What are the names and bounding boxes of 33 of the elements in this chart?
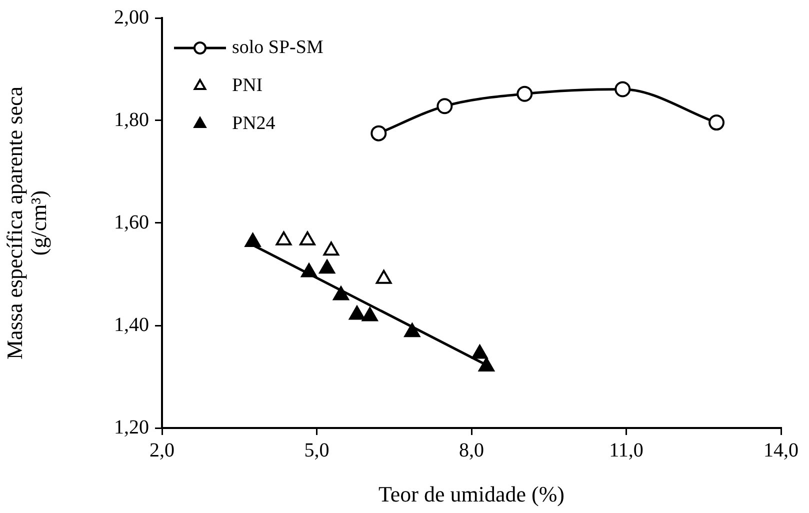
point <box>349 306 365 320</box>
x-tick-label: 11,0 <box>609 439 644 462</box>
point <box>300 231 316 246</box>
point <box>244 232 261 247</box>
point <box>376 270 392 284</box>
y-tick-label: 1,40 <box>114 314 149 336</box>
x-tick-label: 8,0 <box>459 439 484 462</box>
point <box>404 323 420 338</box>
legend-label: PN24 <box>232 112 276 134</box>
point <box>516 86 533 102</box>
y-tick-label: 2,00 <box>114 6 149 28</box>
point <box>370 125 387 142</box>
x-tick-label: 2,0 <box>150 439 174 462</box>
legend-label: PNI <box>232 74 263 96</box>
point <box>614 81 631 98</box>
point <box>436 98 453 114</box>
y-tick-label: 1,80 <box>114 108 149 131</box>
point <box>478 358 494 372</box>
point <box>323 242 340 256</box>
point <box>301 263 317 278</box>
point <box>276 231 292 246</box>
y-tick-label: 1,20 <box>114 416 149 438</box>
x-axis-title: Teor de umidade (%) <box>378 482 564 507</box>
point <box>472 344 488 359</box>
point <box>362 307 378 322</box>
x-tick-label: 14,0 <box>764 439 798 462</box>
point <box>333 286 349 300</box>
y-tick-label: 1,60 <box>114 211 149 234</box>
x-tick-label: 5,0 <box>304 439 330 462</box>
legend-label: solo SP-SM <box>232 36 324 58</box>
y-axis-title: Massa específica aparente seca (g/cm³) <box>2 86 52 360</box>
point <box>708 114 725 131</box>
point <box>319 260 335 274</box>
